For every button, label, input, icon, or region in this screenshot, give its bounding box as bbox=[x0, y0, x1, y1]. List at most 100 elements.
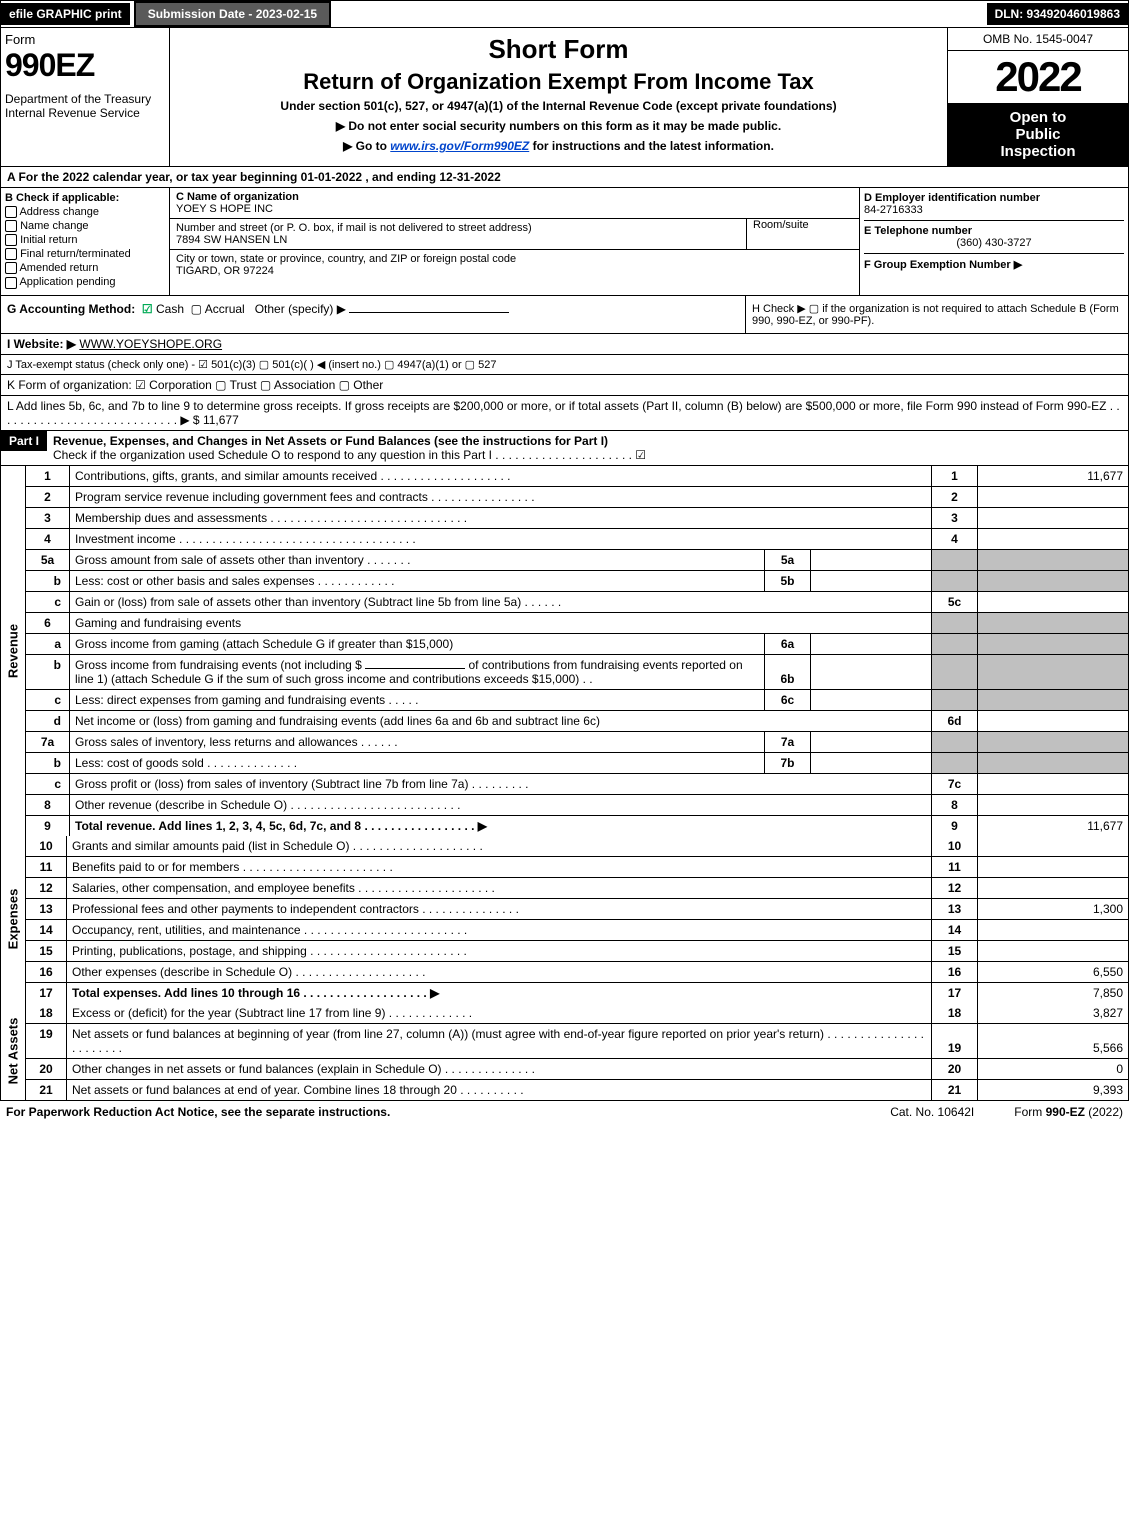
line-right-val bbox=[978, 773, 1129, 794]
checkbox-address-change[interactable]: Address change bbox=[5, 206, 165, 218]
line-right-val: 6,550 bbox=[978, 961, 1129, 982]
line-desc: Total revenue. Add lines 1, 2, 3, 4, 5c,… bbox=[70, 815, 932, 836]
line-desc: Less: direct expenses from gaming and fu… bbox=[70, 689, 765, 710]
section-l: L Add lines 5b, 6c, and 7b to line 9 to … bbox=[0, 396, 1129, 431]
footer-form-pre: Form bbox=[1014, 1105, 1045, 1119]
line-6c: c Less: direct expenses from gaming and … bbox=[26, 689, 1128, 710]
line-20: 20 Other changes in net assets or fund b… bbox=[26, 1058, 1128, 1079]
line-right-val: 11,677 bbox=[978, 466, 1129, 487]
checkbox-initial-return[interactable]: Initial return bbox=[5, 234, 165, 246]
line-num: 17 bbox=[26, 982, 67, 1003]
dln-box: DLN: 93492046019863 bbox=[987, 3, 1128, 25]
line-num: 15 bbox=[26, 940, 67, 961]
expenses-table-wrap: 10 Grants and similar amounts paid (list… bbox=[26, 836, 1128, 1003]
line-num: b bbox=[26, 654, 70, 689]
org-name: YOEY S HOPE INC bbox=[176, 203, 273, 215]
checkbox-icon bbox=[5, 248, 17, 260]
checkbox-label: Initial return bbox=[20, 234, 77, 246]
line-num: c bbox=[26, 591, 70, 612]
form-word: Form bbox=[5, 32, 165, 47]
line-18: 18 Excess or (deficit) for the year (Sub… bbox=[26, 1003, 1128, 1024]
form-number: 990EZ bbox=[5, 47, 165, 84]
room-label: Room/suite bbox=[753, 219, 809, 231]
line-desc: Gain or (loss) from sale of assets other… bbox=[70, 591, 932, 612]
netassets-table-wrap: 18 Excess or (deficit) for the year (Sub… bbox=[26, 1003, 1128, 1100]
line-mid-num: 7b bbox=[765, 752, 811, 773]
line-17: 17 Total expenses. Add lines 10 through … bbox=[26, 982, 1128, 1003]
grey-cell bbox=[932, 654, 978, 689]
line-17-desc: Total expenses. Add lines 10 through 16 … bbox=[72, 986, 439, 1000]
line-right-val bbox=[978, 919, 1129, 940]
line-2: 2 Program service revenue including gove… bbox=[26, 486, 1128, 507]
line-8: 8 Other revenue (describe in Schedule O)… bbox=[26, 794, 1128, 815]
line-right-val bbox=[978, 836, 1129, 857]
line-mid-val bbox=[811, 731, 932, 752]
irs-label: Internal Revenue Service bbox=[5, 106, 165, 120]
line-num: 21 bbox=[26, 1079, 67, 1100]
line-desc: Less: cost or other basis and sales expe… bbox=[70, 570, 765, 591]
line-1: 1 Contributions, gifts, grants, and simi… bbox=[26, 466, 1128, 487]
line-num: 19 bbox=[26, 1023, 67, 1058]
part-1-label: Part I bbox=[1, 431, 47, 451]
goto-suffix: for instructions and the latest informat… bbox=[529, 139, 774, 153]
grey-cell bbox=[978, 654, 1129, 689]
side-label-expenses: Expenses bbox=[1, 836, 26, 1003]
section-i: I Website: ▶ WWW.YOEYSHOPE.ORG bbox=[0, 334, 1129, 355]
line-desc: Membership dues and assessments . . . . … bbox=[70, 507, 932, 528]
revenue-table: 1 Contributions, gifts, grants, and simi… bbox=[26, 466, 1128, 836]
city-cell: City or town, state or province, country… bbox=[170, 250, 859, 280]
netassets-label: Net Assets bbox=[6, 1018, 21, 1085]
line-right-num: 2 bbox=[932, 486, 978, 507]
line-mid-val bbox=[811, 689, 932, 710]
street-value: 7894 SW HANSEN LN bbox=[176, 234, 287, 246]
website-value[interactable]: WWW.YOEYSHOPE.ORG bbox=[79, 337, 222, 351]
line-desc: Gross income from gaming (attach Schedul… bbox=[70, 633, 765, 654]
line-5a: 5a Gross amount from sale of assets othe… bbox=[26, 549, 1128, 570]
footer-catalog: Cat. No. 10642I bbox=[890, 1105, 974, 1119]
side-label-revenue: Revenue bbox=[1, 466, 26, 836]
accrual-label: Accrual bbox=[205, 302, 245, 316]
section-c: C Name of organization YOEY S HOPE INC N… bbox=[170, 188, 859, 295]
checkbox-final-return[interactable]: Final return/terminated bbox=[5, 248, 165, 260]
line-right-num: 21 bbox=[932, 1079, 978, 1100]
line-num: 3 bbox=[26, 507, 70, 528]
line-6d: d Net income or (loss) from gaming and f… bbox=[26, 710, 1128, 731]
line-right-num: 15 bbox=[932, 940, 978, 961]
line-desc: Contributions, gifts, grants, and simila… bbox=[70, 466, 932, 487]
section-k: K Form of organization: ☑ Corporation ▢ … bbox=[0, 375, 1129, 396]
expenses-section: Expenses 10 Grants and similar amounts p… bbox=[0, 836, 1129, 1003]
line-desc: Investment income . . . . . . . . . . . … bbox=[70, 528, 932, 549]
checkbox-name-change[interactable]: Name change bbox=[5, 220, 165, 232]
line-desc: Total expenses. Add lines 10 through 16 … bbox=[67, 982, 932, 1003]
footer-form-ref: Form 990-EZ (2022) bbox=[1014, 1105, 1123, 1119]
tax-year: 2022 bbox=[948, 51, 1128, 103]
line-right-num: 8 bbox=[932, 794, 978, 815]
netassets-table: 18 Excess or (deficit) for the year (Sub… bbox=[26, 1003, 1128, 1100]
checkbox-amended-return[interactable]: Amended return bbox=[5, 262, 165, 274]
top-bar-left: efile GRAPHIC print Submission Date - 20… bbox=[1, 1, 331, 27]
checkbox-label: Application pending bbox=[19, 276, 115, 288]
line-6b-blank[interactable] bbox=[365, 668, 465, 669]
line-19: 19 Net assets or fund balances at beginn… bbox=[26, 1023, 1128, 1058]
line-num: c bbox=[26, 773, 70, 794]
grey-cell bbox=[978, 549, 1129, 570]
efile-print-label[interactable]: efile GRAPHIC print bbox=[1, 3, 130, 25]
section-j: J Tax-exempt status (check only one) - ☑… bbox=[0, 355, 1129, 375]
accounting-label: G Accounting Method: bbox=[7, 302, 135, 316]
line-7b: b Less: cost of goods sold . . . . . . .… bbox=[26, 752, 1128, 773]
expenses-table: 10 Grants and similar amounts paid (list… bbox=[26, 836, 1128, 1003]
line-num: 6 bbox=[26, 612, 70, 633]
line-num: 18 bbox=[26, 1003, 67, 1024]
line-num: 2 bbox=[26, 486, 70, 507]
line-right-num: 7c bbox=[932, 773, 978, 794]
checkbox-application-pending[interactable]: Application pending bbox=[5, 276, 165, 288]
other-specify-input[interactable] bbox=[349, 312, 509, 313]
omb-number: OMB No. 1545-0047 bbox=[948, 28, 1128, 51]
line-right-num: 1 bbox=[932, 466, 978, 487]
line-6b-desc1: Gross income from fundraising events (no… bbox=[75, 658, 362, 672]
line-10: 10 Grants and similar amounts paid (list… bbox=[26, 836, 1128, 857]
line-num: 10 bbox=[26, 836, 67, 857]
section-l-value: 11,677 bbox=[203, 413, 239, 427]
line-right-num: 14 bbox=[932, 919, 978, 940]
irs-link[interactable]: www.irs.gov/Form990EZ bbox=[390, 139, 529, 153]
